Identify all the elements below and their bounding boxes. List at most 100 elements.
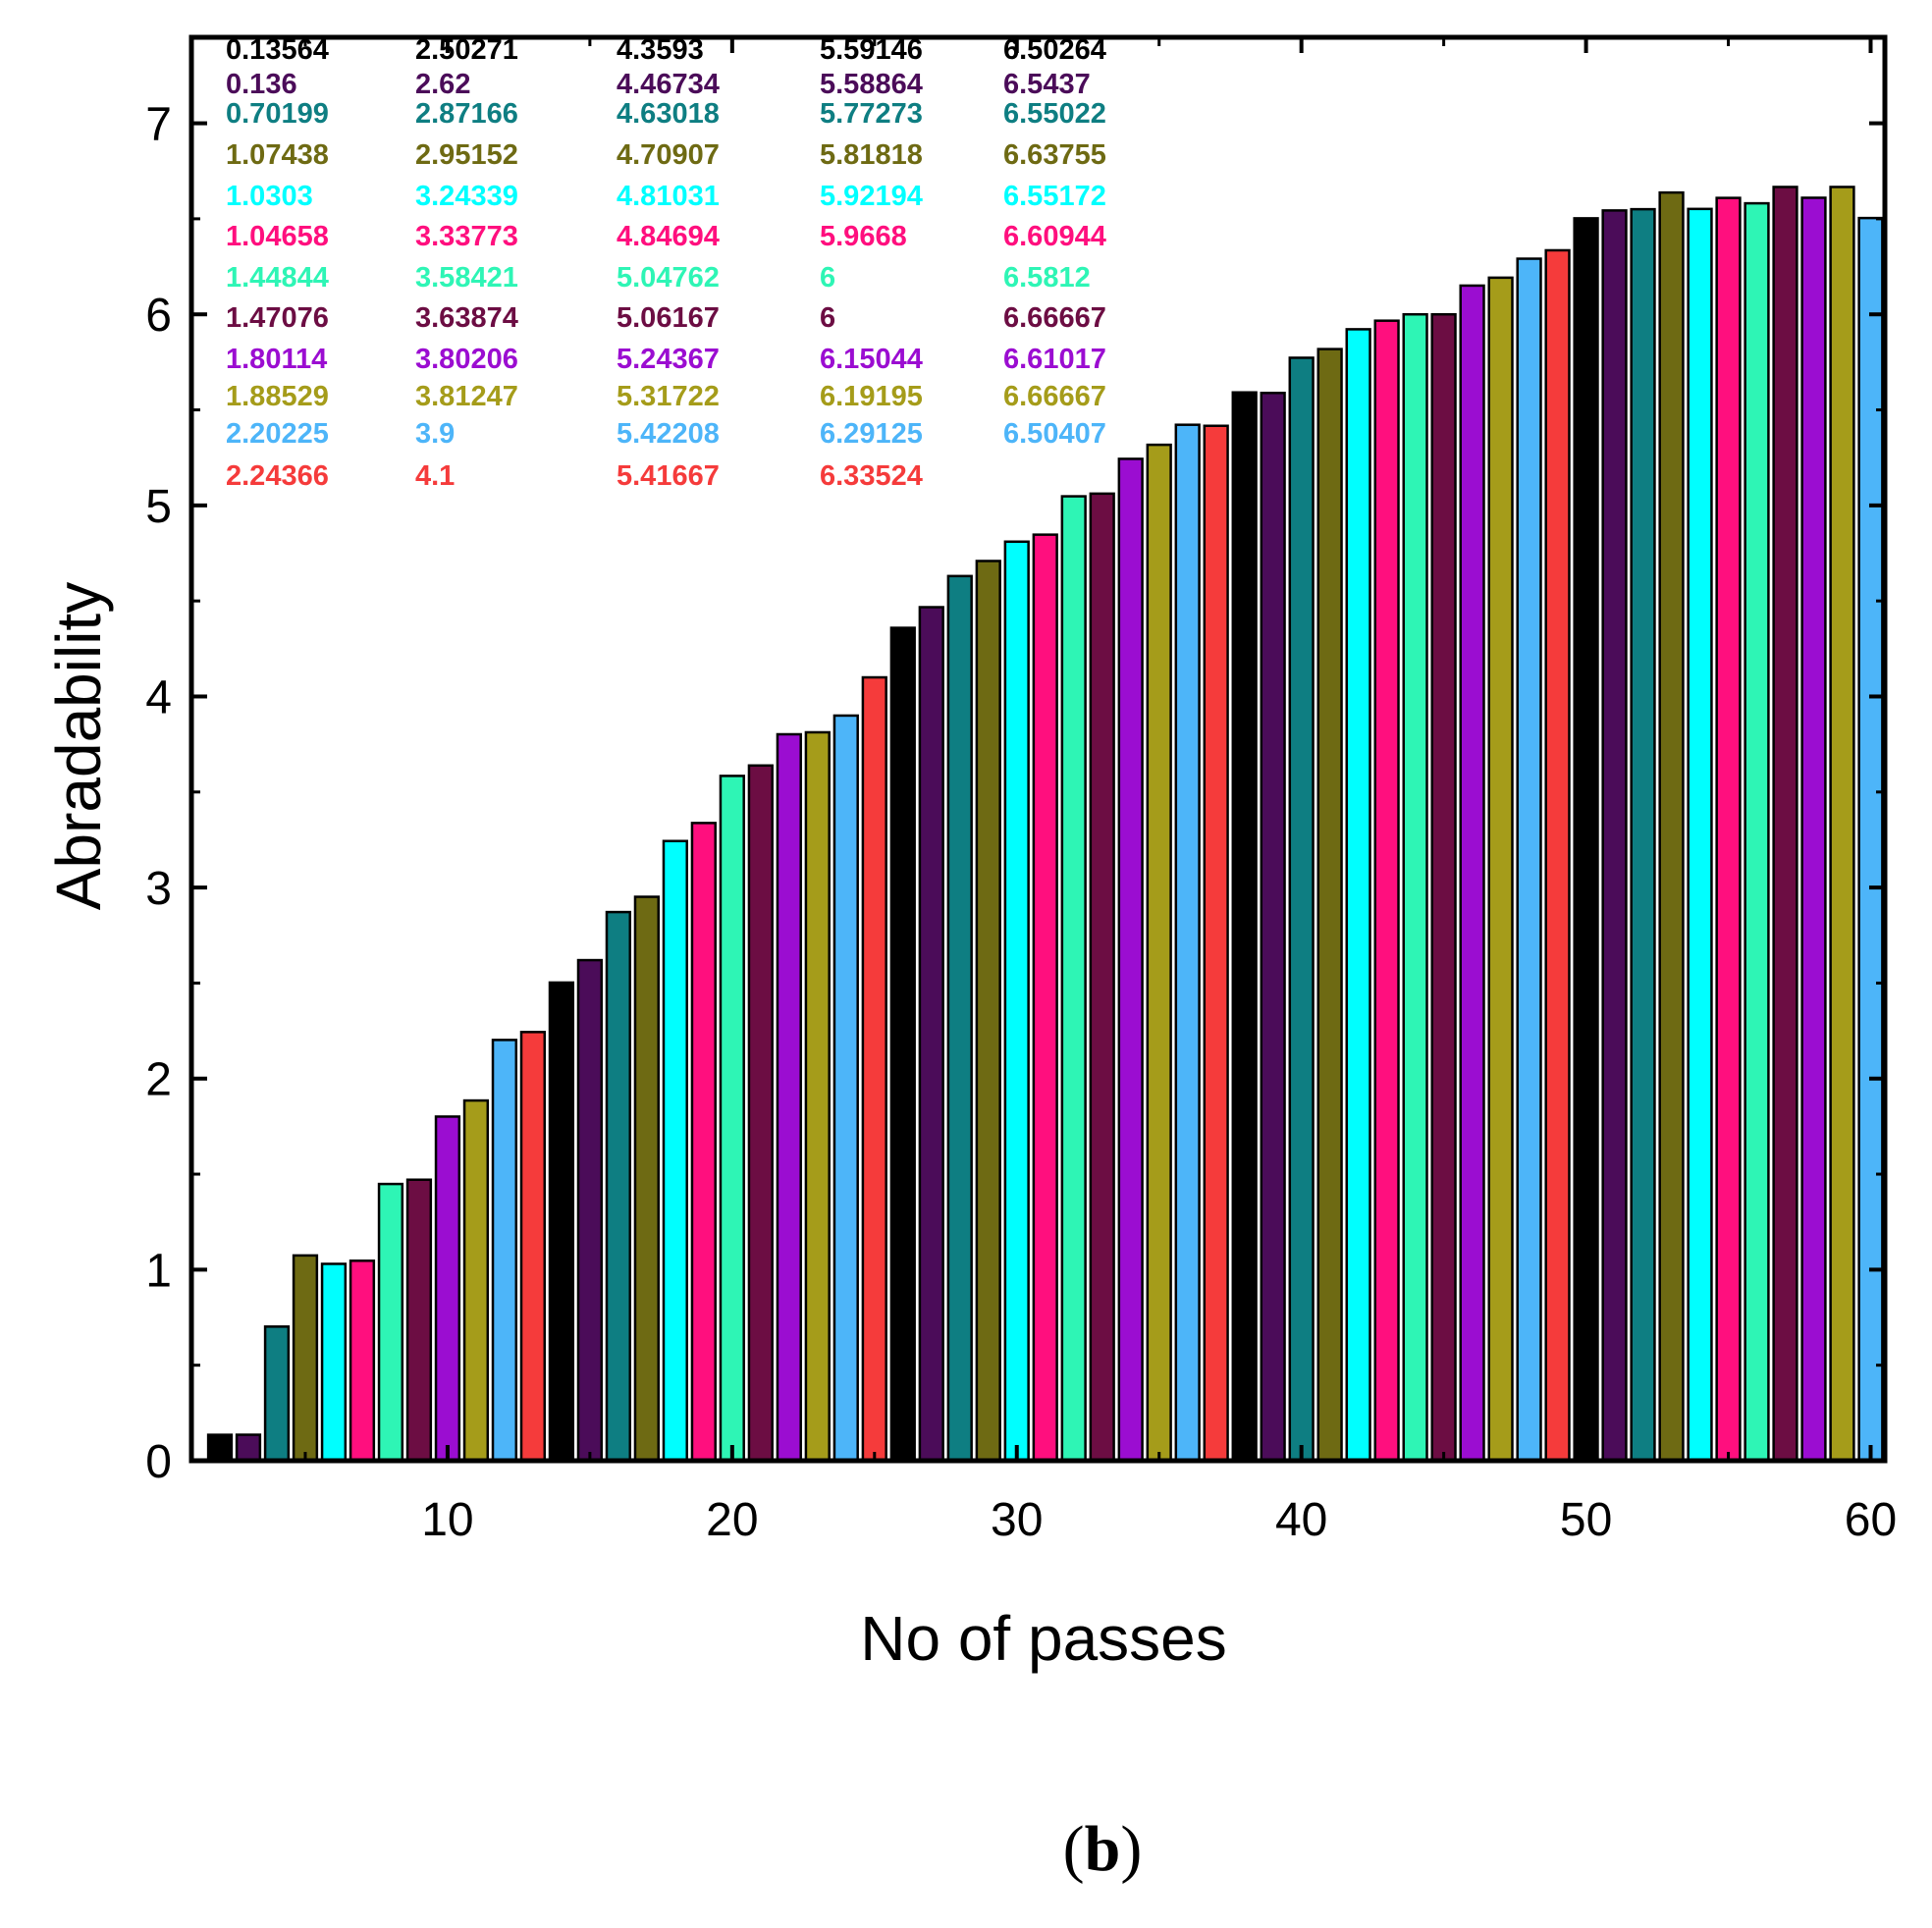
bar-pass-5 (292, 1254, 319, 1463)
data-label-pass-21: 3.63874 (415, 302, 518, 334)
y-tick-label-0: 0 (145, 1436, 172, 1488)
bar-pass-26 (889, 626, 916, 1463)
bar-pass-18 (662, 839, 688, 1463)
bar-pass-56 (1744, 201, 1770, 1463)
figure-caption: (b) (1063, 1813, 1143, 1885)
bar-pass-47 (1487, 276, 1514, 1463)
bar-pass-37 (1203, 424, 1229, 1463)
data-label-pass-12: 2.20225 (226, 418, 329, 450)
y-tick-label-3: 3 (145, 863, 172, 915)
data-label-pass-55: 6.60944 (1003, 221, 1106, 252)
bar-pass-20 (719, 775, 745, 1463)
bar-pass-19 (690, 822, 717, 1463)
data-label-pass-3: 0.136 (226, 69, 297, 100)
data-label-pass-37: 5.41667 (617, 460, 720, 492)
bar-pass-14 (548, 981, 575, 1463)
bar-pass-30 (1003, 540, 1030, 1463)
data-label-pass-13: 2.24366 (226, 460, 329, 492)
bar-pass-50 (1573, 217, 1599, 1463)
x-tick-label-60: 60 (1845, 1494, 1897, 1546)
y-tick-label-1: 1 (145, 1245, 172, 1297)
bar-pass-46 (1459, 284, 1485, 1463)
data-label-pass-42: 5.92194 (820, 181, 923, 212)
bar-pass-24 (832, 714, 859, 1463)
bar-pass-39 (1260, 392, 1286, 1463)
x-axis-title: No of passes (860, 1603, 1227, 1674)
y-tick-label-2: 2 (145, 1054, 172, 1106)
data-label-pass-28: 4.63018 (617, 98, 720, 130)
bar-pass-28 (946, 574, 973, 1463)
x-tick-label-20: 20 (706, 1494, 758, 1546)
bar-pass-58 (1800, 196, 1827, 1463)
y-tick-label-4: 4 (145, 671, 172, 723)
y-tick-label-5: 5 (145, 481, 172, 533)
data-label-pass-51: 6.5437 (1003, 69, 1091, 100)
data-label-pass-7: 1.04658 (226, 221, 329, 252)
data-label-pass-30: 4.81031 (617, 181, 720, 212)
data-label-pass-41: 5.81818 (820, 139, 923, 171)
bar-pass-43 (1373, 319, 1400, 1463)
data-labels-layer: 0.135640.1360.701991.074381.03031.046581… (226, 34, 1106, 492)
data-label-pass-11: 1.88529 (226, 381, 329, 412)
bar-pass-32 (1060, 495, 1087, 1463)
data-label-pass-35: 5.31722 (617, 381, 720, 412)
bar-pass-23 (804, 730, 831, 1463)
bar-pass-4 (263, 1325, 291, 1463)
data-label-pass-39: 5.58864 (820, 69, 923, 100)
data-label-pass-4: 0.70199 (226, 98, 329, 130)
bar-pass-9 (405, 1178, 433, 1463)
caption-close: ) (1120, 1813, 1142, 1885)
data-label-pass-15: 2.62 (415, 69, 470, 100)
bar-pass-8 (377, 1182, 404, 1463)
data-label-pass-10: 1.80114 (226, 344, 327, 375)
plot-frame (188, 34, 1888, 1464)
data-label-pass-49: 6.33524 (820, 460, 923, 492)
bar-pass-51 (1601, 209, 1628, 1463)
bar-pass-13 (519, 1031, 547, 1463)
data-label-pass-27: 4.46734 (617, 69, 720, 100)
bar-pass-38 (1231, 391, 1258, 1463)
data-label-pass-58: 6.61017 (1003, 344, 1106, 375)
data-label-pass-60: 6.50407 (1003, 418, 1106, 450)
data-label-pass-48: 6.29125 (820, 418, 923, 450)
bar-pass-31 (1032, 533, 1058, 1463)
data-label-pass-59: 6.66667 (1003, 381, 1106, 412)
bar-pass-41 (1316, 348, 1343, 1463)
bar-pass-45 (1430, 312, 1457, 1463)
data-label-pass-8: 1.44844 (226, 262, 329, 294)
data-label-pass-5: 1.07438 (226, 139, 329, 171)
bar-pass-35 (1146, 443, 1172, 1463)
data-label-pass-22: 3.80206 (415, 344, 518, 375)
x-tick-label-40: 40 (1275, 1494, 1327, 1546)
bar-pass-40 (1288, 356, 1315, 1463)
bar-pass-7 (349, 1259, 376, 1463)
bar-pass-12 (491, 1039, 518, 1463)
data-label-pass-9: 1.47076 (226, 302, 329, 334)
bar-pass-34 (1117, 457, 1144, 1463)
bar-pass-52 (1630, 207, 1656, 1463)
data-label-pass-36: 5.42208 (617, 418, 720, 450)
data-label-pass-32: 5.04762 (617, 262, 720, 294)
bar-pass-6 (320, 1262, 348, 1463)
bar-pass-42 (1345, 328, 1371, 1463)
data-label-pass-17: 2.95152 (415, 139, 518, 171)
data-label-pass-47: 6.19195 (820, 381, 923, 412)
bar-pass-33 (1089, 492, 1115, 1463)
bar-pass-22 (776, 732, 802, 1463)
x-tick-label-30: 30 (991, 1494, 1043, 1546)
bar-pass-21 (747, 764, 774, 1463)
data-label-pass-18: 3.24339 (415, 181, 518, 212)
data-label-pass-16: 2.87166 (415, 98, 518, 130)
caption-open: ( (1063, 1813, 1085, 1885)
data-label-pass-23: 3.81247 (415, 381, 518, 412)
bar-pass-53 (1658, 190, 1685, 1463)
data-label-pass-20: 3.58421 (415, 262, 518, 294)
bar-pass-36 (1174, 423, 1201, 1463)
data-label-pass-44: 6 (820, 262, 835, 294)
bar-pass-2 (206, 1433, 234, 1463)
data-label-pass-57: 6.66667 (1003, 302, 1106, 334)
y-tick-label-7: 7 (145, 99, 172, 151)
data-label-pass-52: 6.55022 (1003, 98, 1106, 130)
data-label-pass-19: 3.33773 (415, 221, 518, 252)
